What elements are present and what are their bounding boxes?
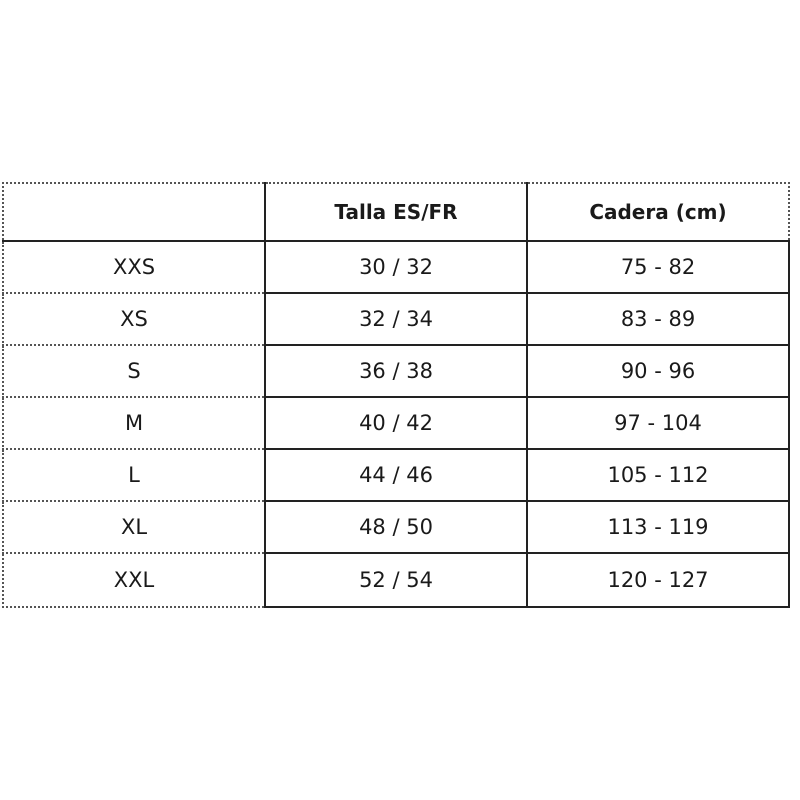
- header-cell-size: [2, 182, 266, 242]
- talla-cell: 48 / 50: [264, 500, 528, 554]
- table-row: XXS 30 / 32 75 - 82: [2, 240, 790, 294]
- table-row: XL 48 / 50 113 - 119: [2, 500, 790, 554]
- talla-cell: 40 / 42: [264, 396, 528, 450]
- size-cell: L: [2, 448, 266, 502]
- size-cell: S: [2, 344, 266, 398]
- header-cell-cadera: Cadera (cm): [526, 182, 790, 242]
- header-cell-talla: Talla ES/FR: [264, 182, 528, 242]
- talla-cell: 52 / 54: [264, 552, 528, 608]
- size-cell: XL: [2, 500, 266, 554]
- cadera-cell: 120 - 127: [526, 552, 790, 608]
- cadera-cell: 83 - 89: [526, 292, 790, 346]
- size-cell: M: [2, 396, 266, 450]
- cadera-cell: 90 - 96: [526, 344, 790, 398]
- table-row: XS 32 / 34 83 - 89: [2, 292, 790, 346]
- talla-cell: 44 / 46: [264, 448, 528, 502]
- talla-cell: 32 / 34: [264, 292, 528, 346]
- cadera-cell: 75 - 82: [526, 240, 790, 294]
- table-row: XXL 52 / 54 120 - 127: [2, 552, 790, 608]
- size-cell: XXL: [2, 552, 266, 608]
- header-row: Talla ES/FR Cadera (cm): [2, 182, 790, 242]
- size-chart-table: Talla ES/FR Cadera (cm) XXS 30 / 32 75 - 8…: [2, 182, 790, 608]
- table-row: S 36 / 38 90 - 96: [2, 344, 790, 398]
- size-cell: XS: [2, 292, 266, 346]
- talla-cell: 30 / 32: [264, 240, 528, 294]
- table-row: M 40 / 42 97 - 104: [2, 396, 790, 450]
- cadera-cell: 97 - 104: [526, 396, 790, 450]
- talla-cell: 36 / 38: [264, 344, 528, 398]
- table-row: L 44 / 46 105 - 112: [2, 448, 790, 502]
- cadera-cell: 105 - 112: [526, 448, 790, 502]
- size-cell: XXS: [2, 240, 266, 294]
- cadera-cell: 113 - 119: [526, 500, 790, 554]
